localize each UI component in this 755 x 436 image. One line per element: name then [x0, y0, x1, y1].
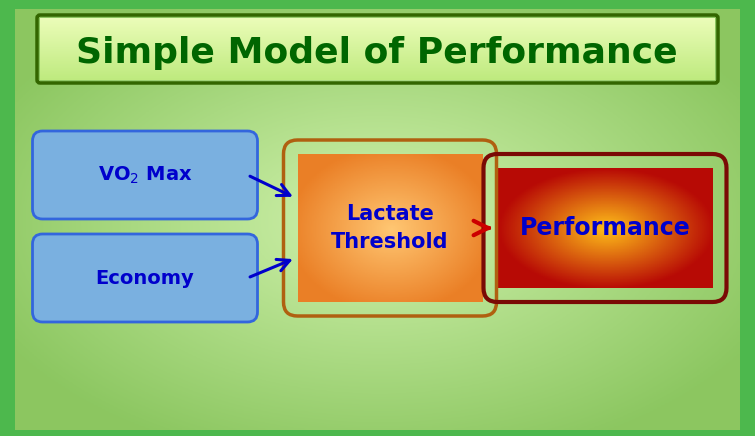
Text: Performance: Performance — [519, 216, 690, 240]
FancyBboxPatch shape — [32, 131, 257, 219]
FancyBboxPatch shape — [32, 234, 257, 322]
Text: VO$_2$ Max: VO$_2$ Max — [97, 164, 193, 186]
Text: Economy: Economy — [96, 269, 194, 287]
Text: Simple Model of Performance: Simple Model of Performance — [76, 36, 678, 70]
Text: Lactate
Threshold: Lactate Threshold — [331, 204, 448, 252]
